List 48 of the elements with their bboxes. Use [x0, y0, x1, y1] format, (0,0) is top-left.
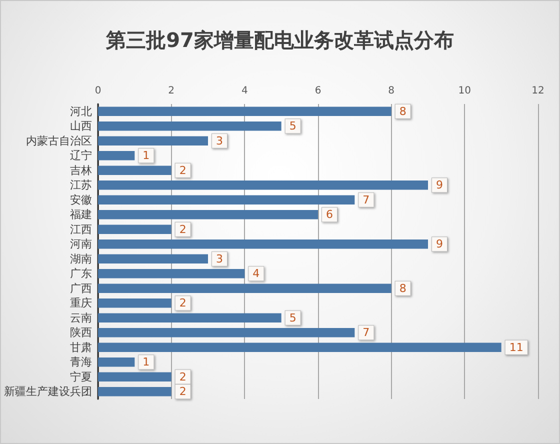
data-label: 4	[252, 267, 260, 280]
y-tick-label: 甘肃	[70, 340, 92, 354]
y-tick-label: 吉林	[70, 164, 92, 177]
data-label: 1	[142, 149, 150, 162]
data-label: 2	[179, 370, 186, 384]
y-tick-label: 广东	[70, 267, 92, 280]
y-tick-label: 河南	[70, 238, 92, 251]
data-label: 7	[362, 193, 370, 206]
x-tick-label: 0	[94, 86, 102, 96]
data-label: 2	[179, 296, 186, 310]
data-label: 9	[436, 238, 443, 251]
y-tick-label: 宁夏	[70, 370, 92, 384]
x-tick-label: 8	[388, 86, 395, 96]
x-tick-label: 6	[314, 86, 322, 96]
y-tick-label: 重庆	[70, 296, 92, 310]
y-tick-label: 福建	[70, 208, 92, 222]
y-tick-label: 青海	[70, 356, 92, 369]
data-label: 11	[509, 340, 524, 354]
y-tick-label: 安徽	[70, 193, 92, 206]
y-tick-label: 江苏	[70, 178, 92, 192]
x-tick-label: 12	[532, 86, 544, 96]
y-tick-label: 江西	[70, 222, 92, 236]
data-label: 3	[216, 134, 223, 148]
y-tick-label: 内蒙古自治区	[26, 134, 92, 148]
data-label: 7	[362, 326, 370, 340]
data-label: 2	[179, 164, 186, 177]
data-label: 8	[399, 104, 406, 118]
y-tick-label: 陕西	[70, 326, 92, 340]
y-tick-label: 云南	[70, 311, 92, 324]
data-label: 2	[179, 385, 186, 398]
data-label: 3	[216, 252, 223, 266]
chart-title: 第三批97家增量配电业务改革试点分布	[105, 28, 454, 52]
y-tick-label: 湖南	[70, 252, 92, 266]
data-label: 1	[142, 356, 150, 369]
data-label: 2	[179, 222, 186, 236]
y-tick-label: 山西	[70, 120, 92, 133]
x-tick-label: 10	[458, 86, 472, 96]
y-tick-label: 辽宁	[70, 149, 92, 162]
data-label: 5	[289, 311, 296, 324]
y-tick-label: 新疆生产建设兵团	[4, 385, 92, 398]
data-label: 9	[436, 178, 443, 192]
y-tick-label: 河北	[70, 104, 92, 118]
x-tick-label: 2	[168, 86, 175, 96]
data-label: 5	[289, 120, 296, 133]
data-label: 6	[326, 208, 333, 222]
x-tick-label: 4	[241, 86, 248, 96]
data-label: 8	[399, 282, 406, 295]
y-tick-label: 广西	[70, 282, 92, 295]
